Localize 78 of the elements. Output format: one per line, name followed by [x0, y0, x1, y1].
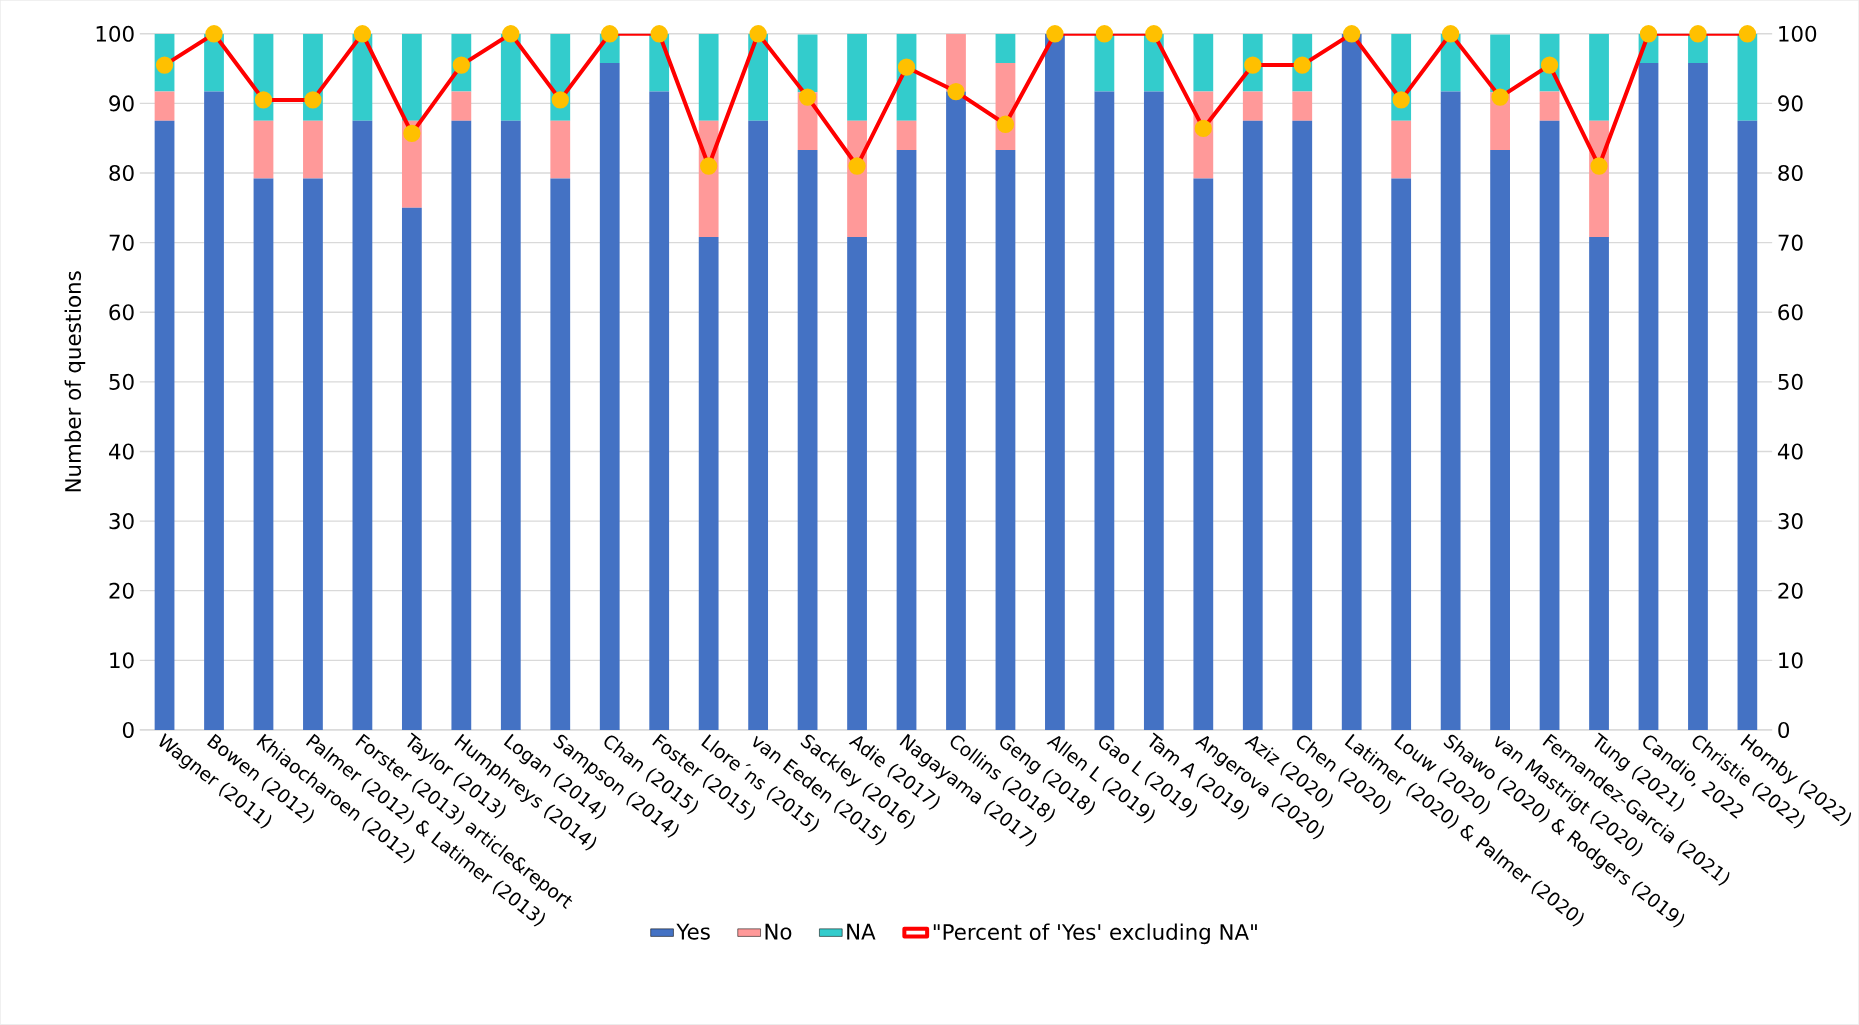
bar	[1143, 91, 1164, 731]
y-tick-label: 60	[109, 304, 134, 321]
bar	[698, 33, 719, 121]
bar	[1391, 120, 1412, 179]
bar	[303, 178, 323, 731]
bar	[253, 178, 274, 731]
bar	[1539, 120, 1560, 731]
bar	[1193, 178, 1214, 731]
bar	[1589, 237, 1609, 731]
y-tick-label: 0	[122, 721, 134, 739]
y2-tick-label: 10	[1779, 652, 1803, 669]
bar	[1193, 33, 1214, 92]
bar	[797, 34, 818, 93]
bar	[1737, 120, 1758, 731]
bar	[896, 150, 917, 731]
bar	[451, 120, 472, 731]
bar	[946, 91, 966, 731]
legend-label: "Percent of 'Yes' excluding NA"	[933, 923, 1257, 945]
bar	[1490, 150, 1510, 731]
bar	[500, 33, 521, 121]
y-tick-label: 70	[109, 234, 134, 251]
y2-tick-label: 30	[1778, 513, 1803, 530]
bar	[352, 120, 373, 731]
bar	[1341, 33, 1362, 731]
bar	[748, 120, 769, 731]
bar	[500, 120, 521, 731]
bar	[1539, 91, 1560, 121]
bar	[1292, 120, 1313, 731]
y2-tick-label: 60	[1778, 304, 1803, 321]
bar	[649, 91, 670, 731]
bar	[1391, 178, 1412, 731]
bar	[154, 120, 175, 731]
y-tick-label: 50	[109, 373, 134, 391]
bar	[204, 91, 224, 731]
bar	[451, 91, 472, 121]
bar	[1292, 91, 1313, 121]
bar	[995, 150, 1016, 731]
y-tick-label: 10	[110, 652, 134, 669]
y-axis-title: Number of questions	[64, 271, 86, 492]
legend-label: NA	[847, 923, 876, 940]
y2-tick-label: 70	[1778, 234, 1803, 251]
bar	[1094, 91, 1115, 731]
y-tick-label: 80	[109, 165, 134, 182]
bar	[995, 33, 1016, 64]
bar	[550, 178, 571, 731]
bar	[896, 120, 917, 151]
bar	[401, 33, 422, 121]
bar	[1589, 33, 1609, 121]
bar	[1688, 63, 1708, 731]
bar	[1045, 33, 1065, 731]
bar	[1490, 34, 1510, 93]
bar	[1440, 91, 1461, 731]
bar	[599, 63, 620, 731]
bar	[797, 150, 818, 731]
bar	[698, 237, 719, 731]
bar	[1242, 120, 1263, 731]
legend-label: No	[765, 923, 792, 940]
bar	[253, 120, 274, 179]
y-tick-label: 40	[108, 443, 134, 460]
y2-tick-label: 100	[1779, 25, 1817, 42]
y-tick-label: 90	[109, 95, 134, 112]
bar	[401, 207, 422, 731]
y2-tick-label: 40	[1777, 443, 1803, 460]
y-tick-label: 30	[109, 513, 134, 530]
y2-tick-label: 20	[1778, 582, 1803, 599]
y-tick-label: 100	[96, 25, 134, 42]
y2-tick-label: 80	[1778, 165, 1803, 182]
y2-tick-label: 50	[1778, 373, 1803, 391]
bar	[154, 91, 175, 121]
bar	[303, 120, 323, 179]
y2-tick-label: 90	[1778, 95, 1803, 112]
bar	[847, 237, 867, 731]
bar	[1638, 63, 1659, 731]
y-tick-label: 20	[109, 582, 134, 599]
bar	[847, 33, 867, 121]
bar	[550, 120, 571, 179]
legend-label: Yes	[676, 923, 710, 940]
bar	[1242, 91, 1263, 121]
